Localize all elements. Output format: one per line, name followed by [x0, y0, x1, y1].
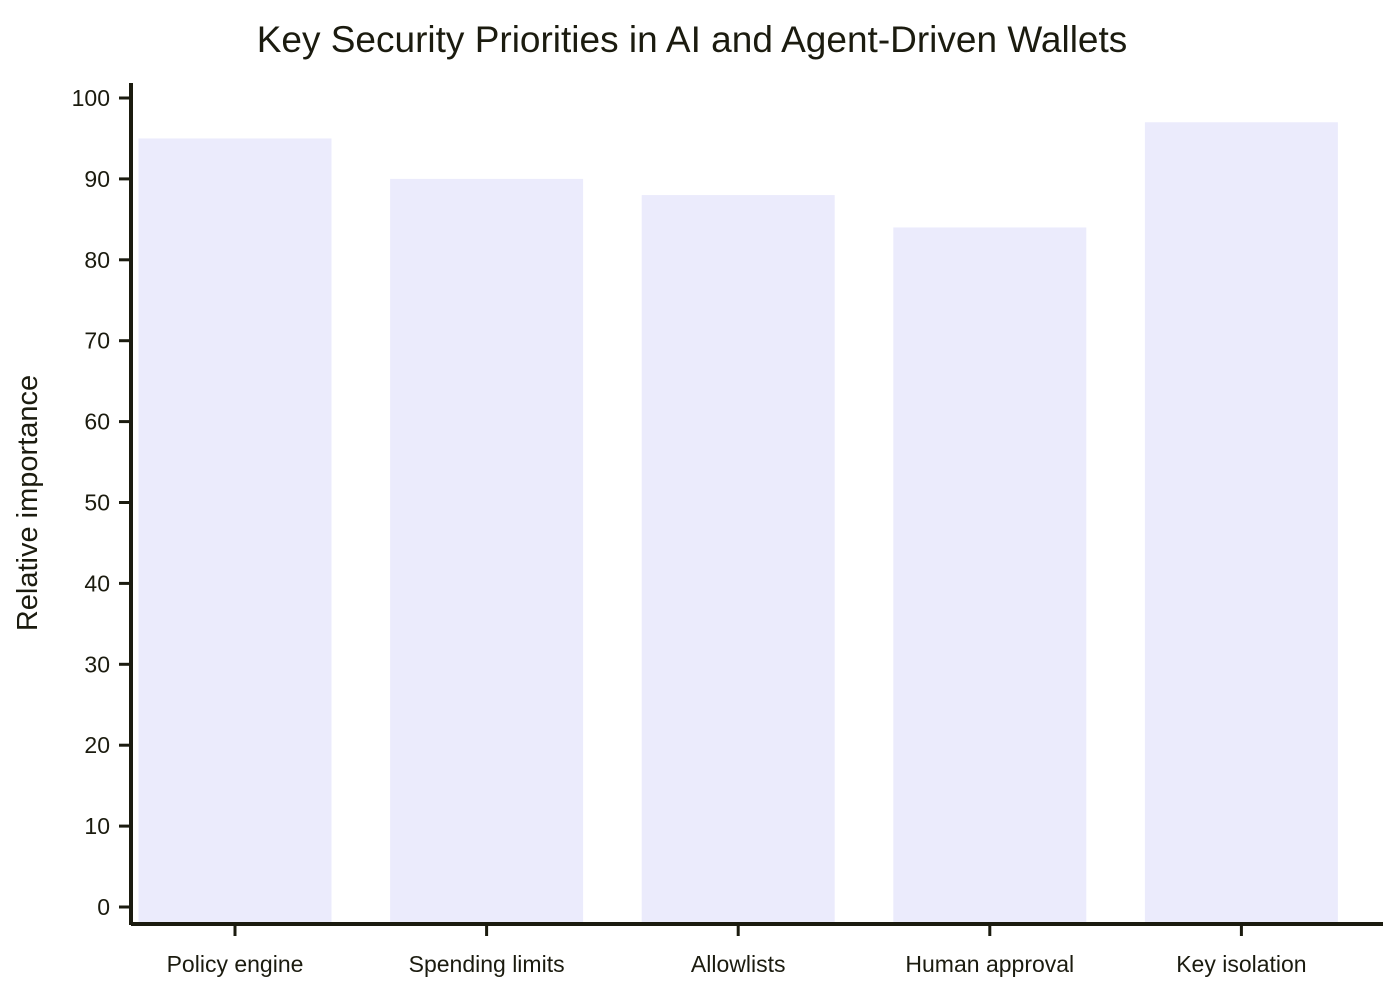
y-tick-label: 70: [84, 328, 110, 354]
bar-policy-engine: [138, 138, 332, 924]
y-tick-label: 20: [84, 732, 110, 758]
y-tick-label: 0: [97, 894, 110, 920]
bar-allowlists: [641, 195, 835, 924]
bars-group: [138, 122, 1338, 924]
y-tick-label: 100: [72, 85, 110, 111]
x-tick-label: Allowlists: [691, 951, 786, 977]
y-tick-label: 50: [84, 490, 110, 516]
x-tick-label: Key isolation: [1176, 951, 1306, 977]
y-axis-label: Relative importance: [12, 375, 44, 631]
bar-human-approval: [893, 227, 1087, 924]
y-tick-label: 40: [84, 570, 110, 596]
y-tick-label: 60: [84, 409, 110, 435]
y-tick-label: 10: [84, 813, 110, 839]
y-tick-label: 30: [84, 651, 110, 677]
chart-title: Key Security Priorities in AI and Agent-…: [257, 19, 1128, 60]
x-tick-label: Human approval: [905, 951, 1074, 977]
y-tick-label: 90: [84, 166, 110, 192]
y-axis-ticks: 0 10 20 30 40 50 60 70 80 90 100: [72, 85, 131, 920]
bar-spending-limits: [390, 178, 584, 924]
bar-key-isolation: [1144, 122, 1338, 924]
x-tick-label: Spending limits: [409, 951, 565, 977]
x-tick-label: Policy engine: [167, 951, 304, 977]
y-tick-label: 80: [84, 247, 110, 273]
x-axis-ticks: Policy engine Spending limits Allowlists Hu…: [167, 924, 1307, 977]
